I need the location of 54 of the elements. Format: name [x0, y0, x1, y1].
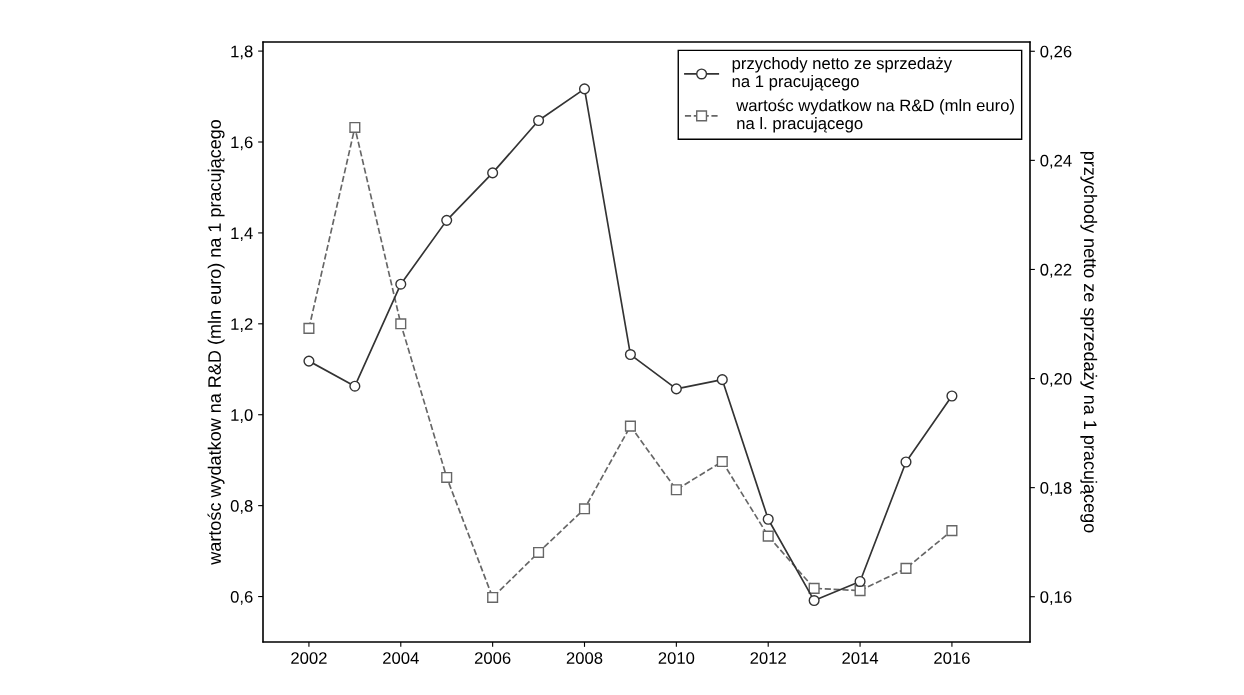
y2-tick-label: 0,20: [1040, 372, 1072, 387]
point: [946, 390, 958, 402]
point: [303, 322, 315, 334]
point: [395, 278, 407, 290]
point: [578, 503, 591, 515]
point: [533, 546, 545, 559]
point: [900, 456, 912, 468]
legend-label: przychody netto ze sprzedaży na 1 pracującego: [732, 57, 953, 91]
point: [487, 167, 499, 179]
point: [578, 83, 591, 95]
x-tick-label: 2012: [750, 652, 786, 664]
y-tick-label: 1,6: [231, 136, 253, 151]
y-tick-label: 0,6: [230, 590, 253, 605]
y2-tick-label: 0,22: [1040, 263, 1072, 278]
x-tick-label: 2010: [658, 652, 695, 664]
point: [670, 383, 682, 395]
y2-tick-label: 0,16: [1040, 591, 1072, 605]
y-tick-label: 1,8: [231, 45, 253, 60]
point: [762, 513, 774, 525]
point: [808, 582, 820, 594]
x-tick-label: 2008: [566, 652, 603, 664]
point: [533, 114, 545, 127]
y2-tick-label: 0,26: [1040, 45, 1072, 60]
y-axis-title: wartośc wydatkow na R&D (mln euro) na 1 pracującego: [207, 119, 225, 565]
point: [349, 380, 361, 392]
x-tick-label: 2004: [383, 652, 419, 664]
point: [624, 348, 636, 361]
y-tick-label: 0,8: [230, 500, 253, 514]
point: [716, 374, 728, 386]
x-tick-label: 2002: [291, 652, 327, 664]
y2-tick-label: 0,24: [1040, 154, 1072, 169]
point: [441, 471, 453, 484]
point: [854, 575, 866, 588]
y-tick-label: 1,2: [231, 318, 253, 332]
x-tick-label: 2014: [842, 652, 879, 664]
point: [946, 525, 958, 537]
y-tick-label: 1,4: [231, 227, 253, 242]
point: [487, 591, 499, 604]
point: [900, 562, 912, 574]
point: [349, 121, 361, 134]
point: [303, 355, 315, 367]
point: [624, 420, 636, 432]
point: [670, 484, 682, 496]
legend-label: wartośc wydatkow na R&D (mln euro) na l. pracującego: [736, 98, 1014, 133]
y2-tick-label: 0,18: [1040, 482, 1072, 496]
y-tick-label: 1,0: [231, 409, 253, 423]
point: [808, 594, 820, 607]
x-tick-label: 2016: [934, 652, 970, 664]
point: [762, 530, 774, 542]
x-tick-label: 2006: [474, 652, 511, 664]
point: [441, 214, 453, 226]
point: [395, 318, 407, 330]
point: [716, 455, 728, 468]
y2-axis-title: przychody netto ze sprzedaży na 1 pracującego: [1080, 151, 1098, 533]
